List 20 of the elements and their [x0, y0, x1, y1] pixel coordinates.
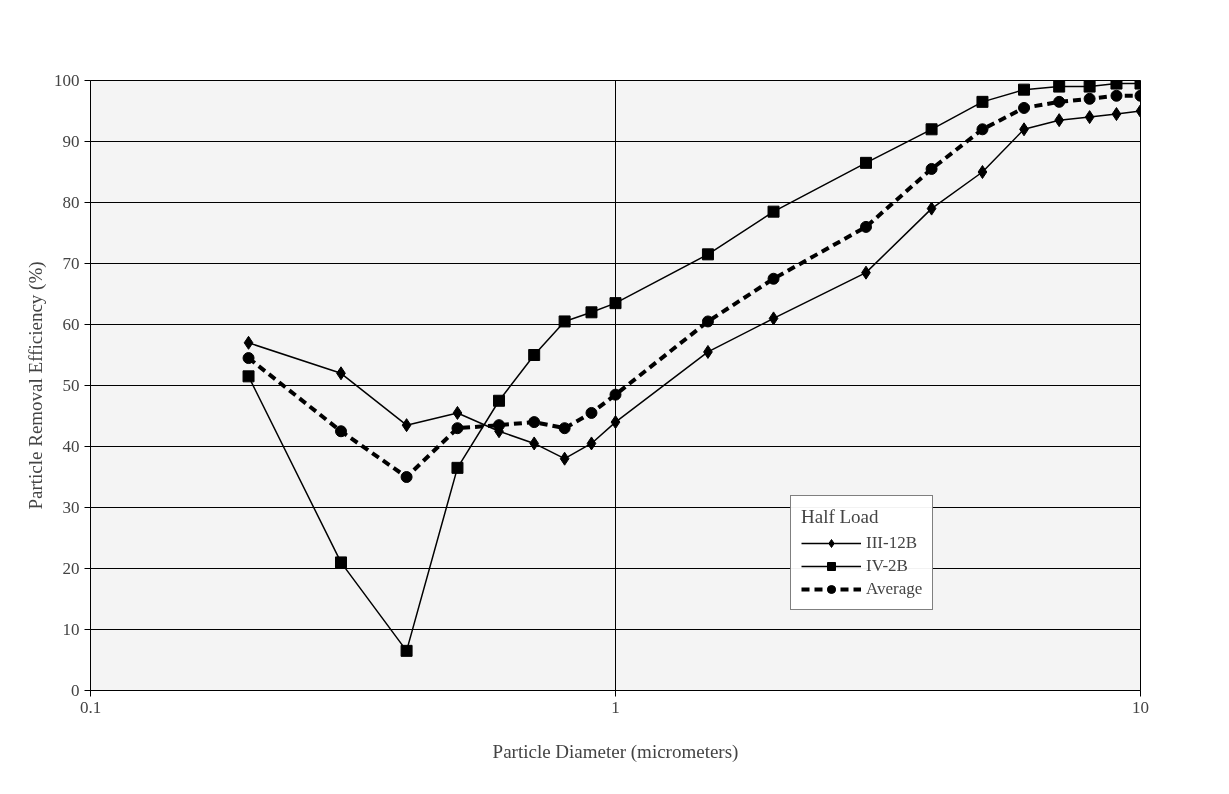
x-tick-label: 10 [1132, 697, 1149, 717]
x-tick-label: 0.1 [79, 697, 102, 717]
y-tick-label: 60 [62, 315, 80, 334]
y-tick-label: 50 [62, 376, 80, 395]
y-axis-title: Particle Removal Efficiency (%) [25, 261, 47, 510]
y-tick-label: 80 [62, 193, 80, 212]
y-tick-label: 90 [62, 132, 80, 151]
x-tick-label: 1 [611, 697, 620, 717]
y-tick-label: 40 [62, 437, 80, 456]
legend-label: Average [866, 579, 923, 599]
y-tick-label: 20 [62, 559, 80, 578]
legend-label: III-12B [866, 533, 917, 553]
y-tick-label: 100 [54, 71, 80, 90]
y-tick-label: 70 [62, 254, 80, 273]
y-tick-label: 0 [71, 681, 80, 700]
x-axis-title: Particle Diameter (micrometers) [492, 740, 739, 763]
legend-title: Half Load [801, 506, 880, 528]
legend-label: IV-2B [866, 556, 908, 576]
y-tick-label: 10 [62, 620, 80, 639]
y-tick-label: 30 [62, 498, 80, 517]
